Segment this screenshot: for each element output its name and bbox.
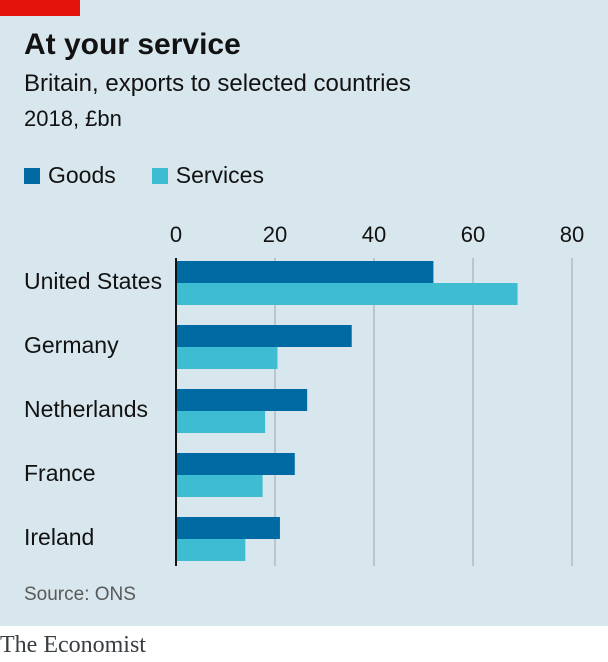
bar-chart: 0 20 40 60 80 United States Germany Netherlands… — [24, 222, 584, 566]
source-note: Source: ONS — [24, 584, 136, 605]
category-label: France — [24, 460, 96, 486]
legend-label-services: Services — [175, 162, 264, 188]
legend-swatch-services — [151, 167, 168, 184]
category-label: Netherlands — [24, 396, 148, 422]
chart-unit: 2018, £bn — [24, 106, 122, 131]
bar-goods-france — [176, 453, 295, 475]
x-tick-label-80: 80 — [560, 222, 584, 247]
red-tag-logo-bar — [0, 0, 80, 16]
chart-title: At your service — [24, 28, 241, 61]
bar-goods-germany — [176, 325, 352, 347]
bar-services-netherlands — [176, 411, 266, 433]
legend-label-goods: Goods — [48, 162, 116, 188]
bar-services-germany — [176, 347, 278, 369]
economist-wordmark: The Economist — [0, 632, 146, 658]
bar-services-ireland — [176, 539, 246, 561]
category-label: United States — [24, 268, 162, 294]
legend-item-services: Services — [151, 162, 264, 189]
category-label: Ireland — [24, 524, 94, 550]
bar-goods-netherlands — [176, 389, 308, 411]
chart-panel: At your service Britain, exports to sele… — [0, 0, 608, 626]
x-tick-label-0: 0 — [170, 222, 182, 247]
x-tick-label-20: 20 — [263, 222, 287, 247]
legend-item-goods: Goods — [24, 162, 116, 189]
legend: Goods Services — [24, 162, 300, 189]
chart-subtitle: Britain, exports to selected countries — [24, 70, 411, 97]
category-label: Germany — [24, 332, 119, 358]
x-tick-label-60: 60 — [461, 222, 485, 247]
bar-services-united-states — [176, 283, 518, 305]
x-tick-label-40: 40 — [362, 222, 386, 247]
bar-goods-united-states — [176, 261, 434, 283]
bar-services-france — [176, 475, 263, 497]
bar-goods-ireland — [176, 517, 280, 539]
legend-swatch-goods — [24, 167, 40, 184]
